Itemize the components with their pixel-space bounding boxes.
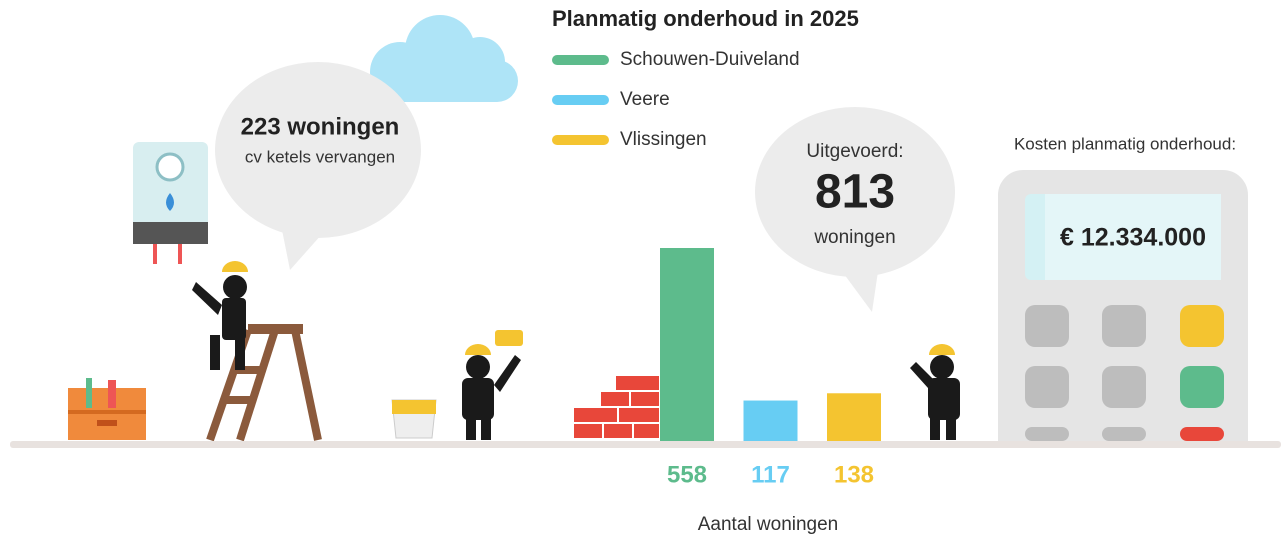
legend-swatch xyxy=(552,55,609,65)
cloud xyxy=(370,15,518,102)
x-axis-label: Aantal woningen xyxy=(698,514,839,535)
bricks-icon xyxy=(573,375,660,439)
legend-label: Vlissingen xyxy=(620,129,707,150)
paint-bucket-icon xyxy=(392,400,436,438)
legend-swatch xyxy=(552,135,609,145)
toolbox-icon xyxy=(68,378,146,440)
ground-line xyxy=(10,441,1281,448)
annotation: cv ketels vervangen xyxy=(245,147,395,166)
legend-label: Veere xyxy=(620,89,670,110)
value-label: 558 xyxy=(667,461,707,488)
annotation: Uitgevoerd: xyxy=(806,141,903,162)
annotation: Kosten planmatig onderhoud: xyxy=(1014,134,1236,153)
bar xyxy=(744,401,798,441)
chart: Planmatig onderhoud in 2025 Aantal wonin… xyxy=(0,0,1281,538)
value-label: 117 xyxy=(751,461,790,488)
bar xyxy=(660,248,714,441)
legend-swatch xyxy=(552,95,609,105)
chart-title: Planmatig onderhoud in 2025 xyxy=(552,6,859,31)
annotation: woningen xyxy=(813,227,895,248)
value-label: 138 xyxy=(834,461,874,488)
annotation: € 12.334.000 xyxy=(1060,224,1206,252)
bar xyxy=(827,393,881,441)
annotation: 813 xyxy=(815,166,895,219)
calculator-icon xyxy=(998,170,1248,445)
legend-label: Schouwen-Duiveland xyxy=(620,49,800,70)
ladder-icon xyxy=(210,324,318,440)
annotation: 223 woningen xyxy=(241,113,400,140)
boiler-icon xyxy=(133,142,208,264)
